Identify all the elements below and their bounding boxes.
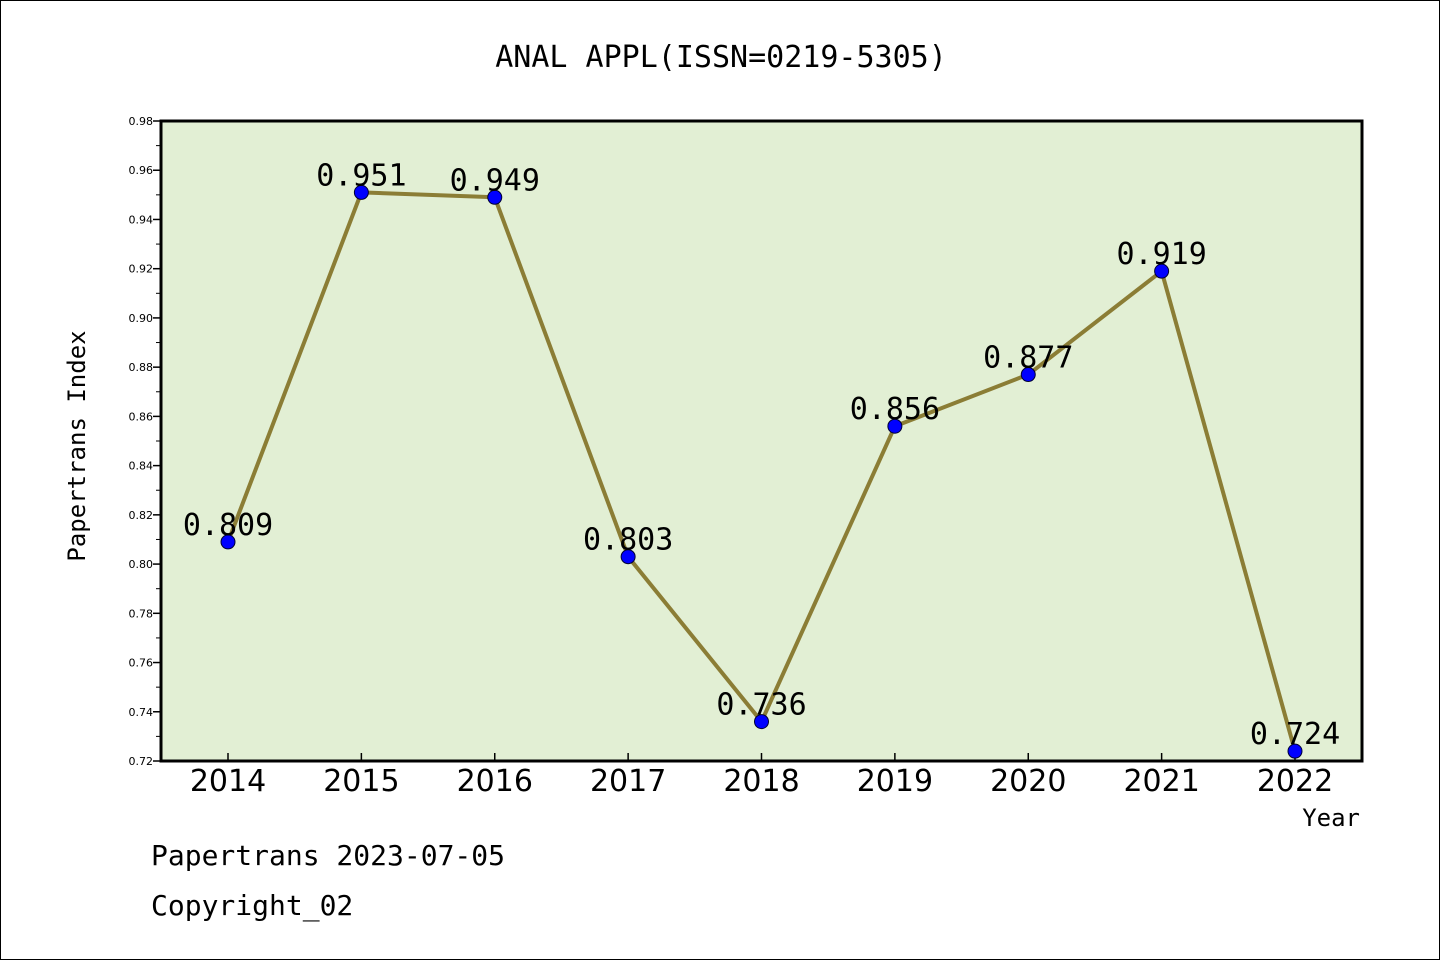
x-tick-label: 2014 [190, 764, 266, 799]
y-tick-label: 0.74 [129, 706, 154, 719]
data-label: 0.724 [1250, 717, 1340, 752]
y-tick-label: 0.86 [129, 410, 154, 423]
data-label: 0.803 [583, 523, 673, 558]
y-tick-label: 0.94 [129, 213, 154, 226]
data-point [754, 714, 769, 730]
data-label: 0.856 [850, 392, 940, 427]
y-tick-label: 0.80 [129, 558, 154, 571]
data-point [887, 418, 903, 434]
x-tick-label: 2020 [990, 764, 1066, 799]
y-tick-label: 0.92 [129, 263, 154, 276]
y-tick-label: 0.72 [129, 755, 154, 768]
x-tick-label: 2015 [323, 764, 399, 799]
plot-border [159, 119, 1364, 763]
y-tick-label: 0.82 [129, 509, 154, 522]
footer-date: Papertrans 2023-07-05 [151, 839, 505, 872]
chart-title: ANAL APPL(ISSN=0219-5305) [495, 40, 947, 75]
y-tick-label: 0.76 [129, 657, 154, 670]
y-tick-label: 0.90 [129, 312, 154, 325]
data-label: 0.809 [183, 508, 273, 543]
y-axis: 0.72 0.74 0.76 0.78 0.80 0.82 0.84 0.86 0.88 0.90… [129, 115, 161, 768]
x-axis-label: Year [1302, 804, 1360, 832]
y-tick-label: 0.98 [129, 115, 154, 128]
y-tick-label: 0.84 [129, 460, 154, 473]
data-point [1020, 367, 1036, 383]
y-tick-label: 0.88 [129, 361, 154, 374]
data-point [1154, 263, 1170, 279]
data-label: 0.877 [983, 341, 1073, 376]
x-tick-label: 2018 [723, 764, 799, 799]
data-label: 0.919 [1116, 237, 1206, 272]
x-tick-label: 2021 [1123, 764, 1199, 799]
x-tick-label: 2016 [457, 764, 533, 799]
y-tick-label: 0.78 [129, 607, 154, 620]
data-label: 0.949 [450, 163, 540, 198]
y-tick-label: 0.96 [129, 164, 154, 177]
x-tick-label: 2022 [1257, 764, 1333, 799]
data-labels: 0.809 0.951 0.949 0.803 0.736 0.856 0.877 0.919… [183, 158, 1340, 752]
x-tick-label: 2017 [590, 764, 666, 799]
data-point [620, 549, 636, 565]
data-point [1287, 743, 1303, 759]
data-label: 0.736 [716, 688, 806, 723]
data-point [353, 184, 369, 200]
data-label: 0.951 [316, 158, 406, 193]
plot-area [161, 121, 1362, 761]
x-tick-label: 2019 [857, 764, 933, 799]
data-point [487, 189, 503, 205]
footer-copyright: Copyright_02 [151, 889, 353, 923]
y-axis-label: Papertrans Index [63, 330, 91, 561]
series-markers [220, 184, 1303, 759]
data-point [220, 534, 236, 550]
x-axis: 2014 2015 2016 2017 2018 2019 2020 2021 2022 [190, 753, 1333, 799]
